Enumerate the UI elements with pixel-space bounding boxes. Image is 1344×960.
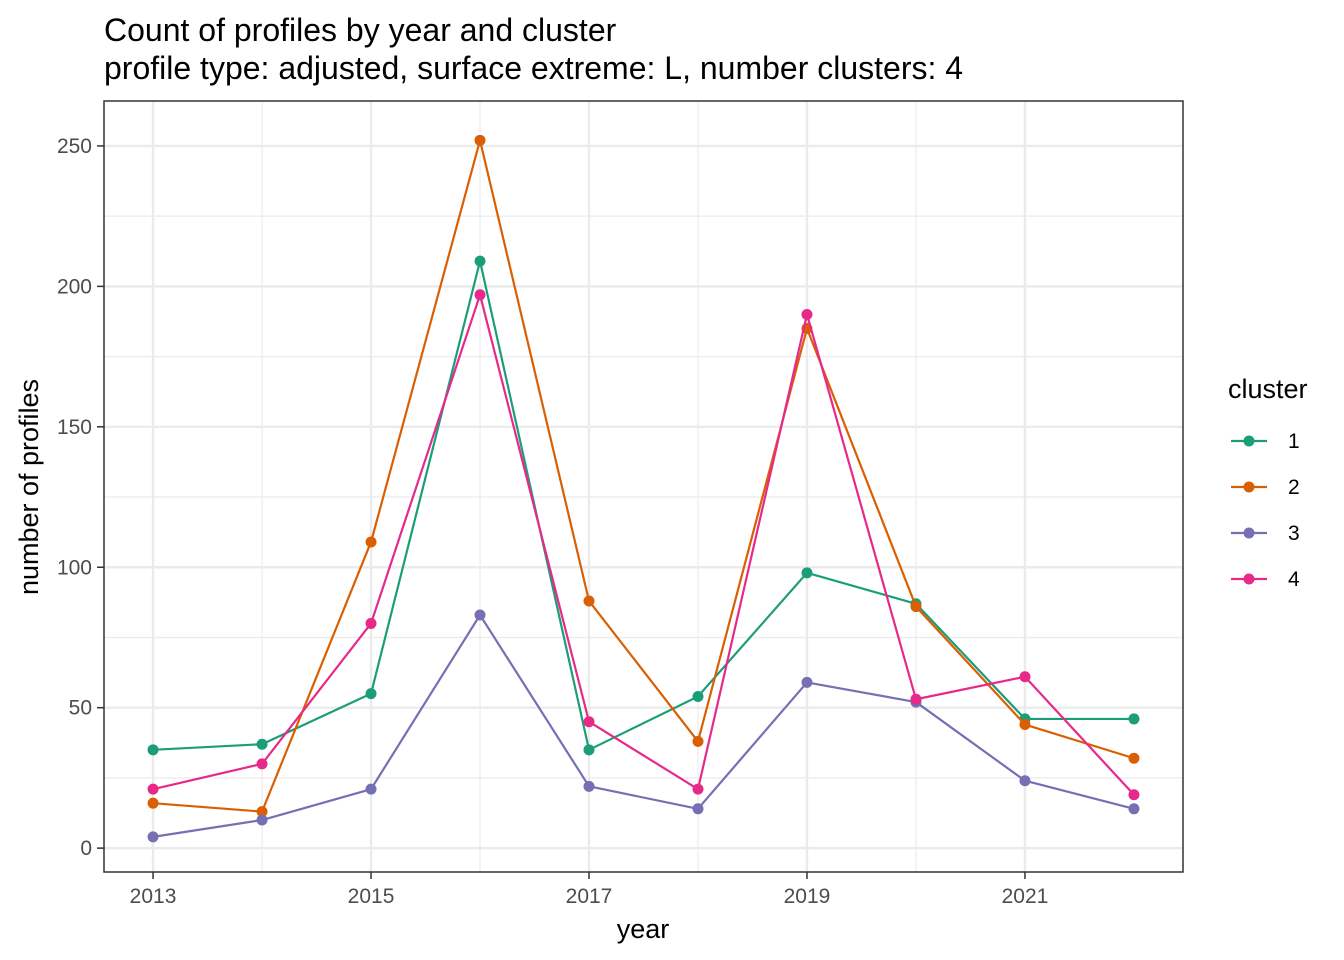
data-point-3 (801, 676, 813, 688)
data-point-1 (1128, 713, 1140, 725)
x-tick-label: 2021 (1002, 885, 1049, 908)
data-point-4 (692, 783, 704, 795)
y-axis-title: number of profiles (14, 379, 44, 595)
series-4 (147, 289, 1140, 801)
data-point-1 (692, 690, 704, 702)
data-point-3 (256, 814, 268, 826)
legend-label: 2 (1288, 476, 1300, 499)
data-point-3 (147, 831, 159, 843)
data-point-2 (474, 134, 486, 146)
y-tick-label: 0 (80, 837, 92, 860)
data-point-2 (1019, 719, 1031, 731)
legend-item-2: 2 (1231, 476, 1300, 499)
x-tick-label: 2013 (130, 885, 177, 908)
data-point-4 (1128, 789, 1140, 801)
data-point-2 (256, 806, 268, 818)
data-point-1 (474, 255, 486, 267)
data-point-2 (910, 601, 922, 613)
legend-label: 3 (1288, 522, 1300, 545)
data-point-4 (365, 617, 377, 629)
y-axis: 0 50 100 150 200 250 (57, 135, 104, 860)
legend-title: cluster (1228, 374, 1308, 404)
plot-border (103, 100, 1184, 873)
y-tick-label: 200 (57, 275, 92, 298)
legend-item-1: 1 (1231, 430, 1300, 453)
data-point-3 (1019, 775, 1031, 787)
data-point-2 (692, 735, 704, 747)
series-2 (147, 134, 1140, 818)
legend-key-point (1243, 481, 1255, 493)
data-point-1 (365, 688, 377, 700)
series-3 (147, 609, 1140, 843)
x-axis-title: year (617, 914, 670, 944)
data-point-2 (147, 797, 159, 809)
y-tick-label: 150 (57, 416, 92, 439)
data-point-3 (365, 783, 377, 795)
data-point-1 (147, 744, 159, 756)
x-tick-label: 2017 (566, 885, 613, 908)
data-point-4 (1019, 671, 1031, 683)
data-point-1 (256, 738, 268, 750)
legend-label: 4 (1288, 568, 1300, 591)
chart-subtitle: profile type: adjusted, surface extreme:… (104, 50, 963, 86)
legend: cluster 1 2 3 4 (1228, 374, 1308, 591)
y-tick-label: 100 (57, 556, 92, 579)
legend-key-point (1243, 573, 1255, 585)
data-point-2 (365, 536, 377, 548)
x-tick-label: 2019 (784, 885, 831, 908)
y-tick-label: 50 (69, 697, 92, 720)
data-point-4 (583, 716, 595, 728)
data-point-1 (801, 567, 813, 579)
legend-key-point (1243, 527, 1255, 539)
chart-title: Count of profiles by year and cluster (104, 12, 617, 48)
series-line-4 (152, 293, 1135, 796)
series-line-3 (152, 613, 1135, 838)
data-point-4 (256, 758, 268, 770)
legend-label: 1 (1288, 430, 1300, 453)
data-point-1 (583, 744, 595, 756)
data-point-4 (474, 289, 486, 301)
data-point-4 (801, 308, 813, 320)
legend-item-4: 4 (1231, 568, 1300, 591)
data-point-3 (692, 803, 704, 815)
data-point-3 (583, 780, 595, 792)
grid-layer (104, 101, 1183, 872)
x-axis: 2013 2015 2017 2019 2021 (130, 872, 1049, 908)
legend-item-3: 3 (1231, 522, 1300, 545)
data-point-4 (910, 693, 922, 705)
data-point-2 (1128, 752, 1140, 764)
data-point-4 (147, 783, 159, 795)
y-tick-label: 250 (57, 135, 92, 158)
series-line-2 (152, 139, 1135, 813)
data-point-3 (474, 609, 486, 621)
legend-key-point (1243, 435, 1255, 447)
data-point-3 (1128, 803, 1140, 815)
series-layer (147, 134, 1140, 843)
data-point-2 (583, 595, 595, 607)
x-tick-label: 2015 (348, 885, 395, 908)
plot-panel (104, 101, 1183, 872)
series-line-1 (152, 260, 1134, 751)
